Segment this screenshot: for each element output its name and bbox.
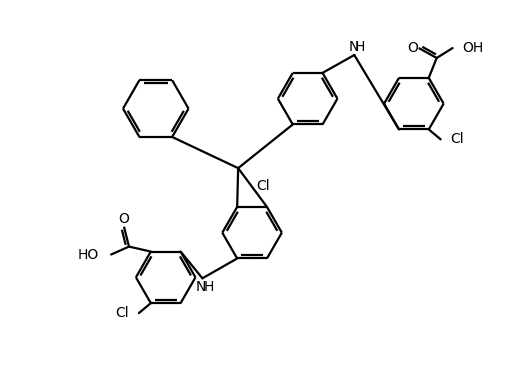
Text: Cl: Cl	[115, 306, 129, 320]
Text: Cl: Cl	[451, 132, 464, 146]
Text: OH: OH	[463, 41, 484, 55]
Text: O: O	[119, 212, 129, 226]
Text: O: O	[407, 41, 418, 55]
Text: H: H	[355, 40, 365, 54]
Text: H: H	[203, 280, 214, 294]
Text: N: N	[195, 280, 206, 294]
Text: HO: HO	[78, 248, 99, 262]
Text: Cl: Cl	[256, 179, 270, 193]
Text: N: N	[349, 40, 359, 54]
